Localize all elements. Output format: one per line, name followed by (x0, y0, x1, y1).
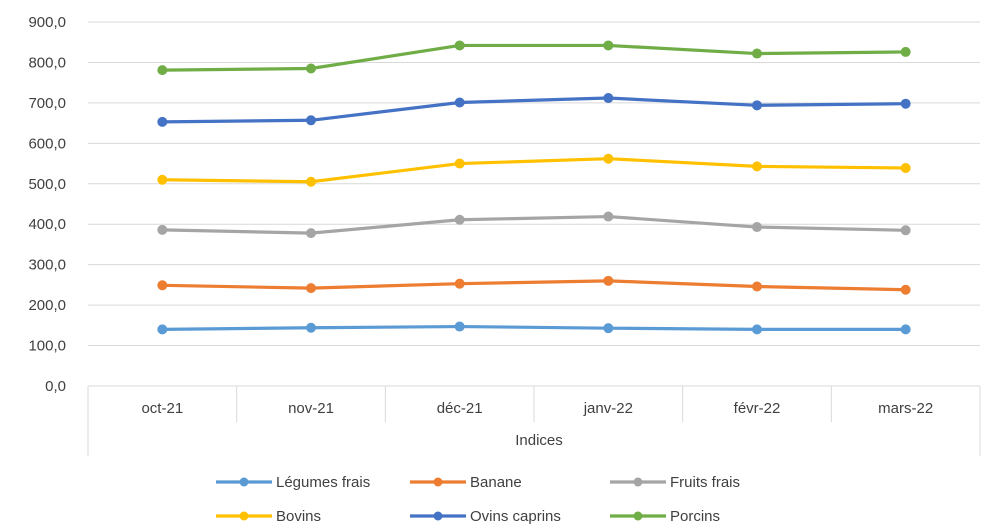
data-point (900, 46, 911, 57)
y-tick-label: 700,0 (28, 95, 66, 112)
data-point (603, 40, 614, 51)
series-group (157, 153, 911, 187)
legend-swatch-marker (433, 477, 443, 487)
data-point (306, 283, 316, 294)
y-tick-label: 0,0 (45, 378, 66, 395)
x-tick-label: janv-22 (583, 400, 633, 417)
data-point (306, 115, 316, 126)
series-line (160, 96, 908, 124)
data-point (752, 100, 762, 111)
data-point (454, 158, 465, 169)
x-tick-label: mars-22 (878, 400, 933, 417)
axes (87, 385, 981, 456)
y-tick-label: 100,0 (28, 338, 66, 355)
legend-label: Légumes frais (276, 474, 370, 491)
series-group (157, 321, 911, 335)
legend-item: Banane (410, 474, 522, 491)
legend-item: Porcins (610, 508, 720, 525)
legend-label: Bovins (276, 508, 321, 525)
series-line (160, 279, 908, 292)
data-point (603, 211, 614, 222)
data-point (752, 281, 762, 292)
y-tick-label: 900,0 (28, 14, 66, 31)
x-tick-label: déc-21 (437, 400, 483, 417)
series-group (157, 40, 911, 76)
data-point (900, 284, 911, 295)
legend-swatch-marker (239, 511, 249, 521)
legend-swatch-marker (433, 511, 443, 521)
data-point (454, 97, 465, 108)
legend-label: Fruits frais (670, 474, 740, 491)
data-point (900, 98, 911, 109)
series-group (157, 275, 911, 295)
data-point (603, 153, 614, 164)
x-tick-labels: oct-21 nov-21 déc-21 janv-22 févr-22 mars-22 (141, 400, 933, 417)
data-point (454, 40, 465, 51)
data-point (603, 323, 614, 334)
series-line (160, 324, 908, 331)
x-axis-title: Indices (515, 432, 563, 449)
y-tick-labels: 0,0 100,0 200,0 300,0 400,0 500,0 600,0 700,0 80… (28, 14, 66, 395)
data-point (900, 163, 911, 174)
data-point (306, 322, 316, 333)
legend-swatch-marker (239, 477, 249, 487)
data-point (454, 321, 465, 332)
legend-item: Légumes frais (216, 474, 370, 491)
data-point (603, 93, 614, 104)
legend-label: Ovins caprins (470, 508, 561, 525)
y-tick-label: 300,0 (28, 257, 66, 274)
series-line (160, 214, 908, 235)
y-tick-label: 400,0 (28, 216, 66, 233)
data-point (603, 275, 614, 286)
series-lines (157, 40, 911, 335)
data-point (454, 214, 465, 225)
legend: Légumes frais Banane Fruits frais Bovins Ovi… (216, 474, 740, 525)
data-point (900, 324, 911, 335)
y-tick-label: 600,0 (28, 135, 66, 152)
legend-item: Ovins caprins (410, 508, 561, 525)
data-point (157, 174, 168, 185)
legend-swatch-marker (633, 477, 643, 487)
data-point (306, 63, 316, 74)
legend-item: Fruits frais (610, 474, 740, 491)
legend-label: Porcins (670, 508, 720, 525)
data-point (157, 224, 168, 235)
data-point (752, 161, 762, 172)
data-point (752, 48, 762, 59)
y-tick-label: 800,0 (28, 54, 66, 71)
data-point (752, 324, 762, 335)
x-tick-label: oct-21 (141, 400, 183, 417)
series-group (157, 93, 911, 127)
data-point (454, 278, 465, 289)
data-point (306, 228, 316, 239)
x-tick-label: nov-21 (288, 400, 334, 417)
legend-swatch-marker (633, 511, 643, 521)
series-line (160, 157, 908, 184)
data-point (157, 65, 168, 76)
y-tick-label: 200,0 (28, 297, 66, 314)
gridlines (88, 21, 980, 347)
series-group (157, 211, 911, 239)
data-point (157, 116, 168, 127)
data-point (752, 222, 762, 233)
series-line (160, 43, 908, 72)
legend-label: Banane (470, 474, 522, 491)
data-point (306, 176, 316, 187)
x-tick-label: févr-22 (734, 400, 781, 417)
y-tick-label: 500,0 (28, 176, 66, 193)
data-point (157, 280, 168, 291)
legend-item: Bovins (216, 508, 321, 525)
data-point (900, 225, 911, 236)
data-point (157, 324, 168, 335)
